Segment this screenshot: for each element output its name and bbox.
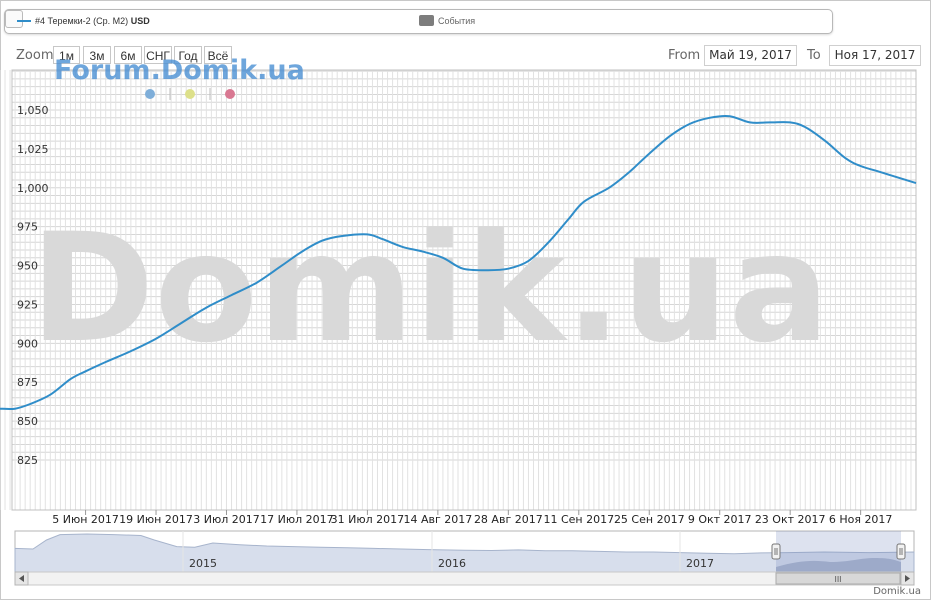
x-tick-label: 6 Ноя 2017: [829, 513, 893, 526]
x-tick-label: 25 Сен 2017: [614, 513, 685, 526]
series-legend-label: #4 Теремки-2 (Ср. М2): [35, 16, 129, 26]
y-tick-label: 925: [17, 298, 38, 311]
x-tick-label: 5 Июн 2017: [52, 513, 119, 526]
zoom-6m-button[interactable]: 6м: [114, 46, 142, 64]
zoom-label: Zoom: [16, 48, 54, 63]
y-tick-label: 975: [17, 221, 38, 234]
legend-item-events[interactable]: События: [438, 16, 476, 26]
legend-item-series[interactable]: #4 Теремки-2 (Ср. М2) USD: [35, 16, 150, 26]
navigator-year-label: 2015: [189, 557, 217, 570]
navigator-area: [14, 533, 915, 573]
indicator-dots: [145, 88, 235, 100]
navigator-selected-area: [776, 558, 901, 572]
x-tick-label: 3 Июл 2017: [193, 513, 260, 526]
scrollbar-grip: III: [834, 575, 841, 584]
zoom-1y-button[interactable]: Год: [174, 46, 202, 64]
watermark-forum: Forum.Domik.ua: [54, 55, 305, 86]
x-tick-label: 9 Окт 2017: [688, 513, 752, 526]
navigator-year-label: 2017: [686, 557, 714, 570]
chevron-right-icon: [905, 575, 910, 582]
range-to-input[interactable]: Ноя 17, 2017: [829, 45, 921, 66]
x-tick-label: 31 Июл 2017: [331, 513, 405, 526]
y-axis: 825 850 875 900 925 950 975 1,000 1,025 1,050: [17, 104, 49, 467]
events-legend-swatch: [419, 15, 434, 26]
chevron-left-icon: [19, 575, 24, 582]
y-tick-label: 825: [17, 454, 38, 467]
y-tick-label: 900: [17, 337, 38, 350]
navigator-handle[interactable]: [771, 543, 781, 560]
series-legend-swatch: [17, 20, 31, 22]
y-tick-label: 1,050: [17, 104, 49, 117]
indicator-dot[interactable]: [225, 89, 235, 99]
y-tick-label: 950: [17, 260, 38, 273]
navigator[interactable]: 2015 2016 2017 III: [14, 530, 915, 586]
x-tick-label: 11 Сен 2017: [543, 513, 614, 526]
indicator-dot[interactable]: [145, 89, 155, 99]
navigator-year-label: 2016: [438, 557, 466, 570]
indicator-dot[interactable]: [185, 89, 195, 99]
x-tick-label: 19 Июн 2017: [119, 513, 193, 526]
range-from-label: From: [668, 48, 701, 63]
y-tick-label: 1,025: [17, 143, 49, 156]
y-tick-label: 875: [17, 376, 38, 389]
range-from-input[interactable]: Май 19, 2017: [704, 45, 797, 66]
x-tick-label: 14 Авг 2017: [403, 513, 472, 526]
y-tick-label: 850: [17, 415, 38, 428]
y-tick-label: 1,000: [17, 182, 49, 195]
credit-label[interactable]: Domik.ua: [873, 586, 921, 597]
x-tick-label: 28 Авг 2017: [474, 513, 543, 526]
x-tick-label: 23 Окт 2017: [755, 513, 826, 526]
zoom-3m-button[interactable]: 3м: [83, 46, 111, 64]
zoom-1m-button[interactable]: 1м: [53, 46, 80, 64]
zoom-ytd-button[interactable]: СНГ: [144, 46, 172, 64]
x-axis: 5 Июн 2017 19 Июн 2017 3 Июл 2017 17 Июл 20…: [12, 509, 916, 526]
navigator-handle[interactable]: [896, 543, 906, 560]
grid: [0, 69, 917, 511]
range-to-label: To: [807, 48, 821, 63]
series-legend-unit: USD: [130, 16, 150, 26]
legend-drag-handle[interactable]: [5, 10, 23, 28]
watermark-big: Domik.ua: [30, 202, 830, 376]
scrollbar-thumb[interactable]: [775, 572, 901, 585]
legend: #4 Теремки-2 (Ср. М2) USD События: [4, 9, 833, 34]
x-tick-label: 17 Июл 2017: [260, 513, 334, 526]
series-line: [0, 114, 917, 411]
zoom-all-button[interactable]: Всё: [204, 46, 232, 64]
